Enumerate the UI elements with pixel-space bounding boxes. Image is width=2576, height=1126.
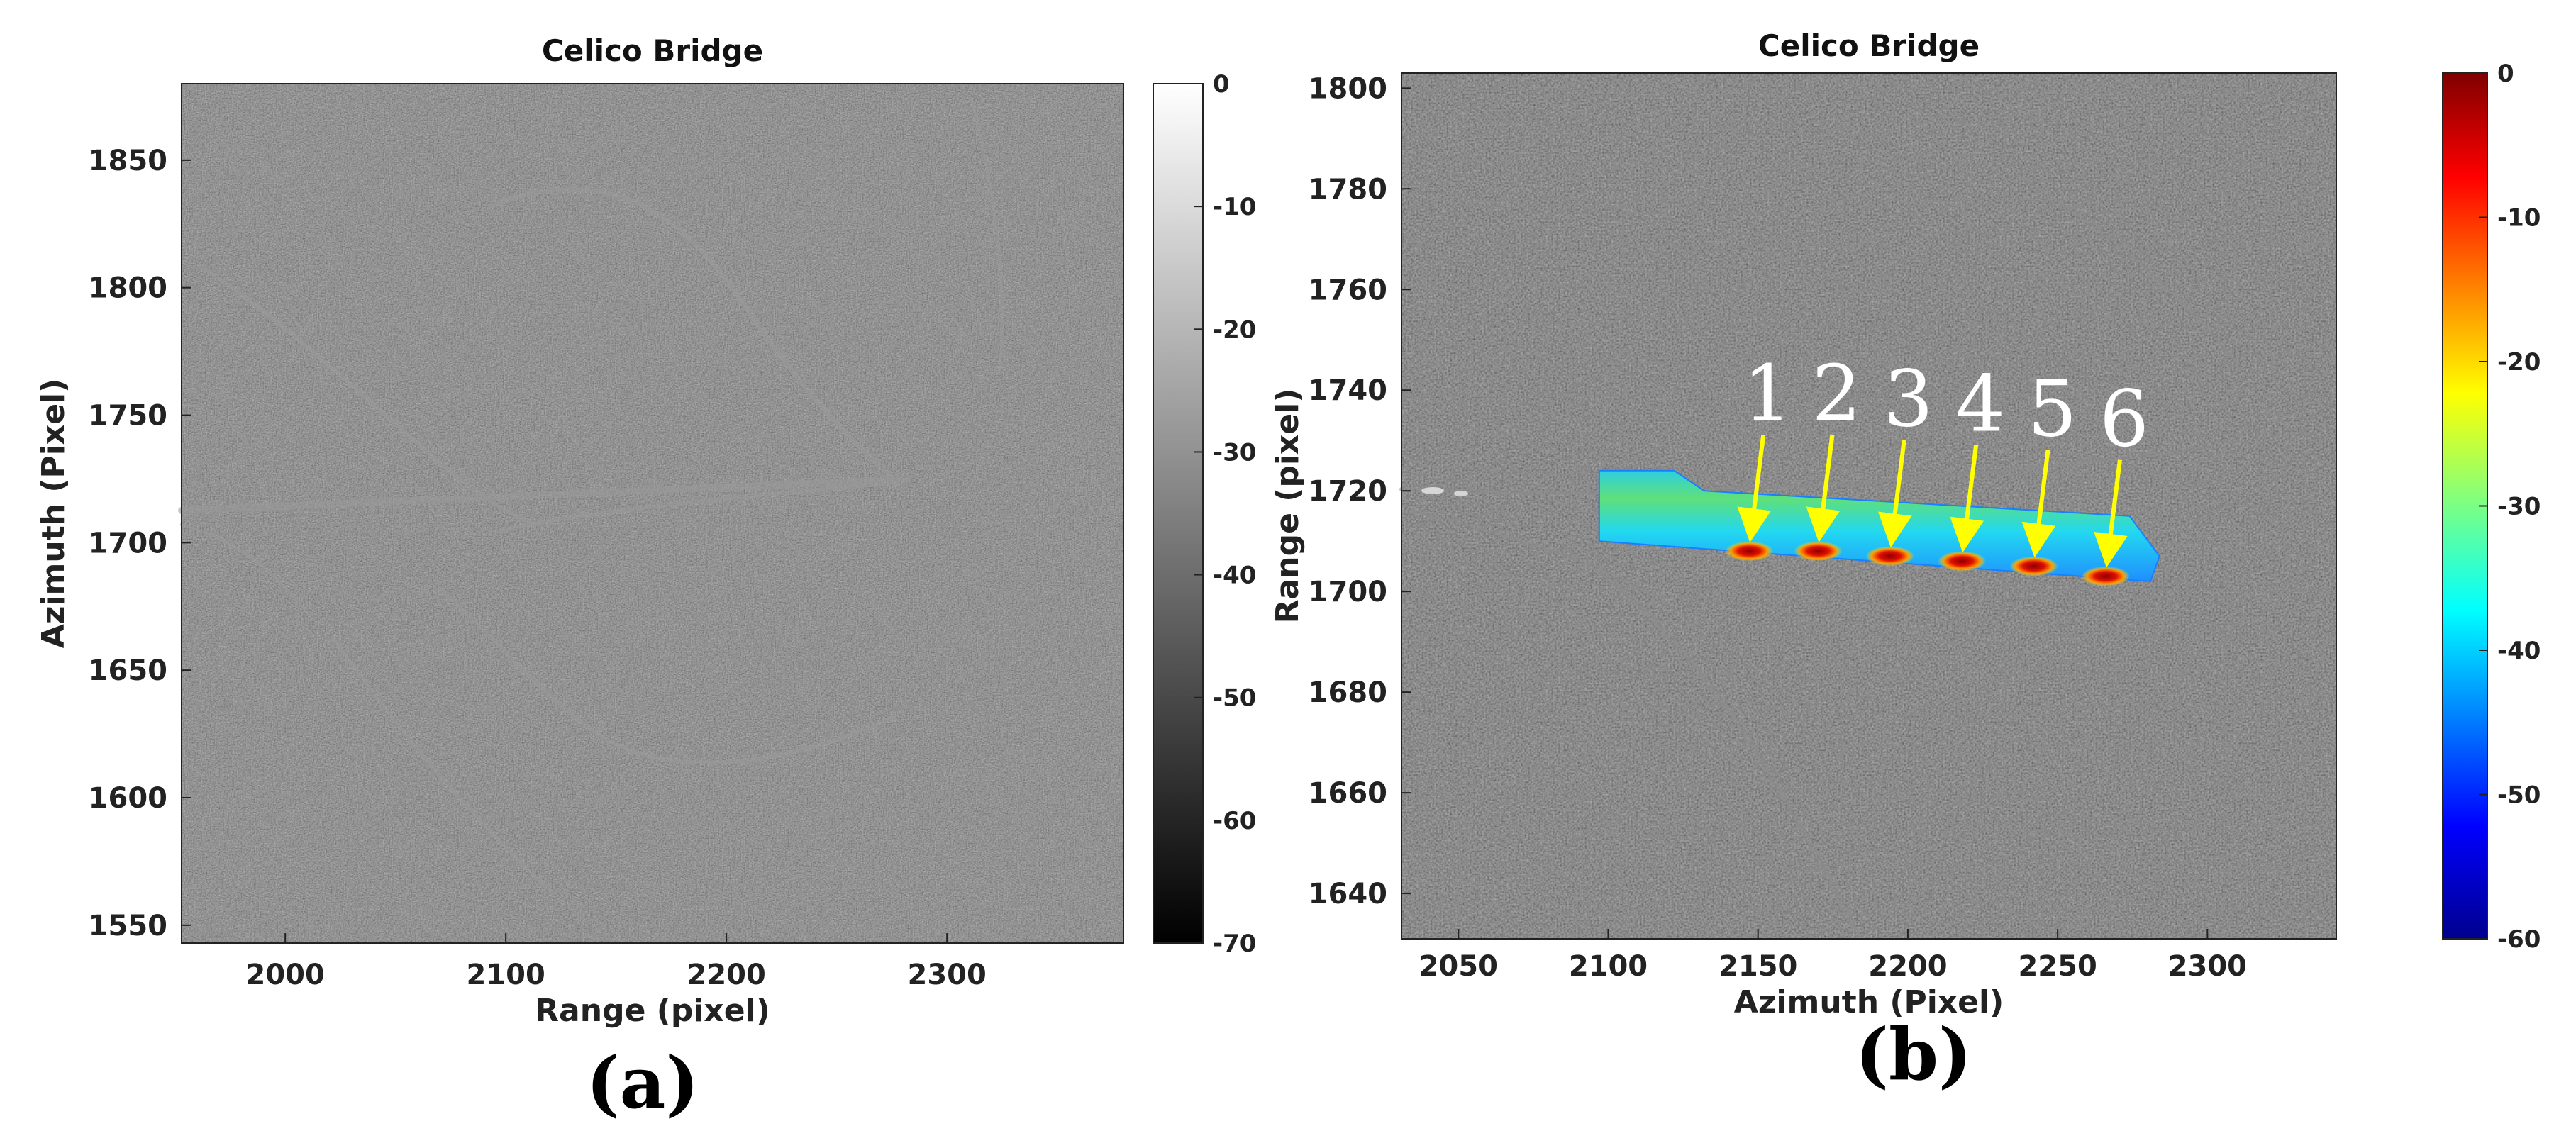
annotation-label: 2 [1811,348,1861,439]
annotation-label: 3 [1884,353,1933,444]
x-tick-label: 2150 [1719,950,1797,983]
y-tick-label: 1750 [89,400,167,433]
y-axis-label: Azimuth (Pixel) [35,379,72,648]
sar-bright-spot [1454,491,1468,496]
annotation-label: 6 [2099,374,2149,464]
y-axis: 1550 1600 1650 1700 1750 1800 1850 [89,145,191,942]
annotation-arrow [2021,450,2056,558]
annotation-label: 1 [1743,348,1792,439]
sar-structures [1399,175,2243,939]
hotspot [1865,546,1914,567]
y-tick-label: 1550 [89,910,167,942]
annotation-label: 5 [2028,363,2077,454]
sar-structure-line [487,186,900,485]
colorbar-tick-label: -10 [1213,193,1256,221]
colorbar-tick-label: -10 [2497,204,2541,233]
sar-bright-spots [1421,487,1468,496]
bridge-hotspots [1725,541,2130,586]
y-tick-label: 1760 [1309,274,1387,306]
sar-structure-line [180,523,306,611]
y-tick-label: 1700 [89,527,167,559]
colorbar [1153,83,1204,944]
panel-label: (a) [586,1041,699,1123]
colorbar-tick-label: -70 [1213,930,1256,958]
y-tick-label: 1720 [1309,475,1387,508]
annotation-arrow [1950,445,1984,553]
y-tick-label: 1650 [89,654,167,687]
y-axis: 1640 1660 1680 1700 1720 1740 1760 1780 1800 [1309,72,1411,910]
sar-structure-line [1593,564,1861,939]
y-tick-label: 1640 [1309,878,1387,910]
x-tick-label: 2200 [1868,950,1947,983]
colorbar-tick-label: -60 [2497,925,2541,954]
colorbar-tick-label: -20 [1213,316,1256,344]
hotspot [1938,551,1987,572]
y-tick-label: 1740 [1309,374,1387,407]
chart-title: Celico Bridge [1758,28,1980,63]
chart-title: Celico Bridge [542,33,763,68]
panel-label: (b) [1855,1013,1972,1096]
panel-a: Celico Bridge 2000 2100 2200 2300 Range (pixe… [35,33,1256,1125]
hotspot [2081,566,2130,586]
hotspot [1725,541,1774,562]
y-tick-label: 1700 [1309,576,1387,608]
y-axis-label: Range (pixel) [1270,389,1306,624]
x-tick-label: 2100 [1569,950,1648,983]
y-tick-label: 1600 [89,782,167,815]
colorbar-tick-label: -20 [2497,348,2541,377]
x-tick-label: 2200 [687,959,766,991]
x-tick-label: 2300 [908,959,987,991]
x-tick-label: 2300 [2168,950,2247,983]
colorbar-tick-label: 0 [1213,70,1230,99]
sar-speckle-texture [182,84,1123,943]
colorbar-tick-label: -40 [1213,562,1256,590]
plot-frame [1401,72,2337,940]
x-tick-label: 2050 [1419,950,1498,983]
colorbar-tick-label: -50 [2497,781,2541,810]
y-tick-label: 1800 [1309,72,1387,105]
colorbar-tick-label: -30 [1213,438,1256,467]
sar-structure-line [178,476,911,514]
colorbar-ticks: 0 -10 -20 -30 -40 -50 -60 -70 [1194,70,1256,958]
y-tick-label: 1800 [89,272,167,305]
annotation-label: 4 [1955,358,2005,449]
x-axis: 2050 2100 2150 2200 2250 2300 [1419,929,2247,983]
sar-structure-line [438,586,896,765]
x-tick-label: 2000 [246,959,325,991]
x-axis-label: Azimuth (Pixel) [1734,984,2004,1020]
annotation-arrow [1737,434,1772,543]
annotation-arrow [1877,439,1912,548]
x-tick-label: 2100 [467,959,545,991]
annotation-arrow [1806,434,1841,543]
y-tick-label: 1680 [1309,676,1387,709]
colorbar-ticks: 0 -10 -20 -30 -40 -50 -60 [2479,60,2541,954]
colorbar-tick-label: -50 [1213,684,1256,713]
sar-structure-line [1409,508,1676,612]
plot-frame [181,83,1124,944]
y-tick-label: 1850 [89,145,167,177]
colorbar-tick-label: -30 [2497,493,2541,521]
y-tick-label: 1660 [1309,777,1387,810]
hotspot [1794,541,1843,562]
sar-structure-line [2019,175,2243,371]
sar-structures [178,98,1004,896]
hotspot [2009,556,2058,576]
sar-bright-spot [1421,487,1444,494]
annotation-arrow [2094,459,2128,568]
sar-structure-line [331,636,555,896]
sar-structure-line [1399,445,2215,495]
y-tick-label: 1780 [1309,173,1387,206]
x-axis-label: Range (pixel) [535,993,770,1029]
sar-structure-line [204,267,541,527]
x-axis: 2000 2100 2200 2300 [246,933,987,991]
sar-structure-line [970,98,1004,370]
colorbar-tick-label: -60 [1213,807,1256,835]
x-tick-label: 2250 [2018,950,2097,983]
colorbar-tick-label: -40 [2497,637,2541,665]
colorbar-tick-label: 0 [2497,60,2514,88]
